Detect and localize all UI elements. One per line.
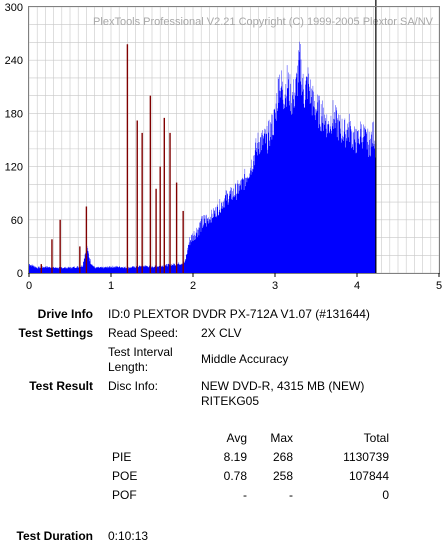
test-duration-value: 0:10:13: [108, 529, 149, 543]
x-tick-label: 2: [190, 280, 196, 292]
row-name: PIE: [112, 450, 132, 464]
read-speed-value: 2X CLV: [201, 326, 242, 340]
test-info-panel: Drive Info ID:0 PLEXTOR DVDR PX-712A V1.…: [0, 300, 446, 547]
x-axis-ticks: 0 1 2 3 4 5: [26, 273, 442, 292]
pie-area: [29, 41, 377, 273]
x-tick-label: 3: [272, 280, 278, 292]
interval-label-2: Length:: [108, 360, 149, 374]
col-header-total: Total: [363, 431, 389, 445]
row-avg: -: [243, 488, 247, 502]
read-speed-label: Read Speed:: [108, 326, 179, 340]
test-settings-label: Test Settings: [18, 326, 93, 340]
y-tick-label: 60: [11, 215, 23, 227]
row-max: 268: [272, 450, 293, 464]
plot-frame: [28, 6, 440, 274]
x-tick-label: 4: [354, 280, 360, 292]
x-tick-label: 0: [26, 280, 32, 292]
row-name: POF: [112, 488, 137, 502]
interval-label-1: Test Interval: [108, 345, 173, 359]
pie-poe-chart: PlexTools Professional V2.21 Copyright (…: [5, 0, 442, 292]
x-tick-label: 5: [436, 280, 442, 292]
test-duration-label: Test Duration: [16, 529, 93, 543]
row-total: 1130739: [343, 450, 389, 464]
row-name: POE: [112, 469, 138, 483]
watermark: PlexTools Professional V2.21 Copyright (…: [93, 16, 434, 28]
y-tick-label: 0: [17, 268, 23, 280]
y-tick-label: 240: [5, 55, 23, 67]
interval-value: Middle Accuracy: [201, 352, 289, 366]
test-result-label: Test Result: [29, 379, 93, 393]
row-total: 0: [382, 488, 389, 502]
pie-series: [29, 41, 377, 273]
y-tick-label: 180: [5, 108, 23, 120]
row-avg: 8.19: [223, 450, 247, 464]
row-avg: 0.78: [223, 469, 247, 483]
y-tick-label: 120: [5, 162, 23, 174]
disc-info-value-1: NEW DVD-R, 4315 MB (NEW): [201, 379, 365, 393]
col-header-avg: Avg: [226, 431, 247, 445]
y-axis-ticks: 0 60 120 180 240 300: [5, 2, 23, 280]
poe-series: [40, 44, 184, 273]
y-tick-label: 300: [5, 2, 23, 14]
row-max: 258: [272, 469, 293, 483]
col-header-max: Max: [270, 431, 293, 445]
row-total: 107844: [348, 469, 389, 483]
row-max: -: [289, 488, 293, 502]
drive-info-label: Drive Info: [37, 307, 93, 321]
x-tick-label: 1: [108, 280, 114, 292]
drive-info-value: ID:0 PLEXTOR DVDR PX-712A V1.07 (#131644…: [108, 307, 370, 321]
disc-info-label: Disc Info:: [108, 379, 159, 393]
disc-info-value-2: RITEKG05: [201, 394, 260, 408]
